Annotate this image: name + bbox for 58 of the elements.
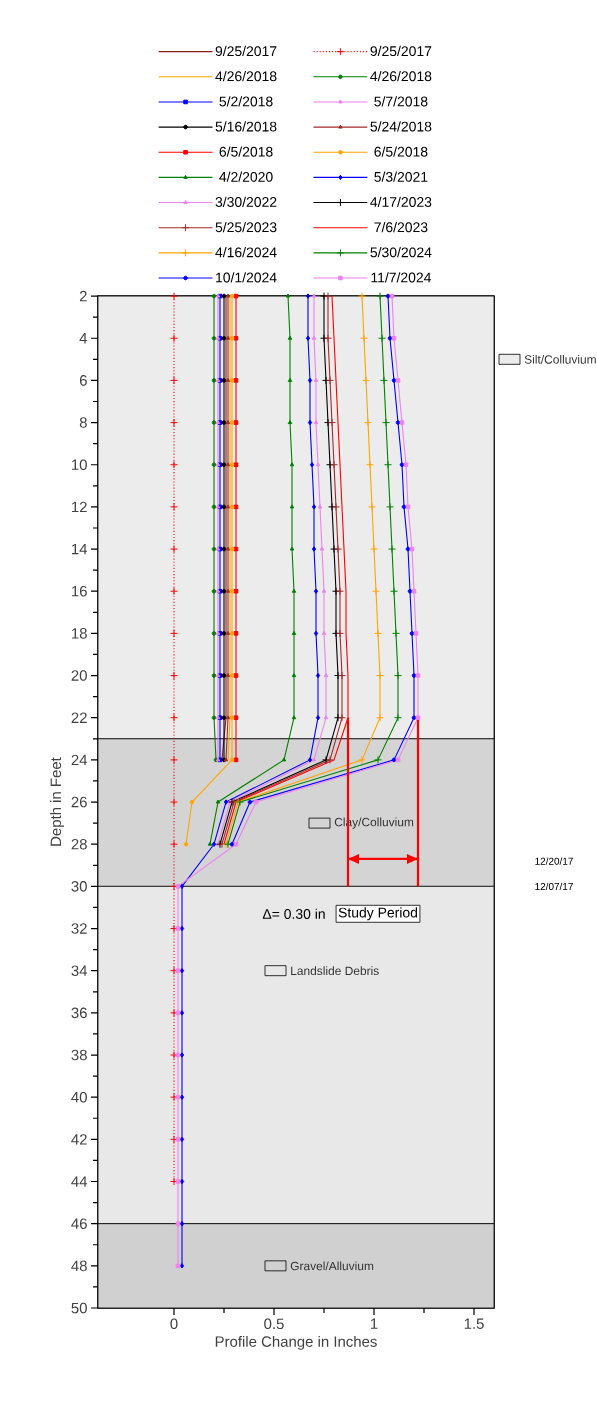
y-tick-label: 24 xyxy=(71,754,88,766)
legend-label: 5/2/2018 xyxy=(219,96,273,107)
y-tick-label: 42 xyxy=(71,1134,87,1145)
x-tick-label: 1 xyxy=(370,1318,378,1329)
y-tick-label: 16 xyxy=(72,585,87,597)
legend-label: 6/5/2018 xyxy=(219,146,273,157)
y-tick-label: 2 xyxy=(79,290,87,302)
legend-label: 5/16/2018 xyxy=(215,121,277,132)
legend-label: 10/1/2024 xyxy=(216,272,277,283)
y-tick-label: 20 xyxy=(71,670,87,681)
legend-label: 5/3/2021 xyxy=(374,171,428,182)
y-tick-label: 10 xyxy=(72,459,87,471)
x-tick-label: 1.5 xyxy=(464,1318,484,1329)
y-tick-label: 44 xyxy=(71,1176,88,1187)
band-label: Landslide Debris xyxy=(291,966,379,976)
y-tick-label: 8 xyxy=(79,417,87,428)
legend-label: 4/2/2020 xyxy=(219,171,273,182)
legend-label: 4/26/2018 xyxy=(370,70,432,82)
text: 12/20/17 xyxy=(535,857,573,865)
y-tick-label: 6 xyxy=(79,375,87,386)
band-label: Silt/Colluvium xyxy=(524,354,596,364)
text: 12/07/17 xyxy=(535,882,573,891)
y-tick-label: 36 xyxy=(71,1007,87,1019)
legend-label: 3/30/2022 xyxy=(215,196,277,207)
legend-label: 9/25/2017 xyxy=(370,45,432,57)
annotation: Study Period xyxy=(338,907,418,921)
y-tick-label: 34 xyxy=(71,965,88,976)
y-tick-label: 50 xyxy=(71,1302,87,1314)
y-tick-label: 22 xyxy=(71,712,87,723)
x-tick-label: 0 xyxy=(170,1318,178,1330)
y-tick-label: 32 xyxy=(71,923,87,934)
band-label: Gravel/Alluvium xyxy=(290,1261,374,1271)
y-tick-label: 30 xyxy=(71,881,87,892)
legend-label: 5/24/2018 xyxy=(370,121,432,132)
y-tick-label: 14 xyxy=(72,543,88,555)
y-tick-label: 46 xyxy=(71,1218,87,1229)
y-axis-title: Depth in Feet xyxy=(50,757,65,846)
y-tick-label: 4 xyxy=(79,333,88,344)
legend-label: 11/7/2024 xyxy=(371,272,431,283)
legend-label: 4/17/2023 xyxy=(370,196,432,207)
legend-label: 4/16/2024 xyxy=(215,247,277,258)
legend-label: 5/25/2023 xyxy=(215,221,277,233)
y-tick-label: 28 xyxy=(71,838,87,850)
y-tick-label: 40 xyxy=(71,1091,87,1103)
legend-label: 7/6/2023 xyxy=(374,221,428,233)
annotation: Δ= 0.30 in xyxy=(262,908,325,919)
legend-label: 5/30/2024 xyxy=(370,247,432,258)
y-tick-label: 12 xyxy=(72,501,87,513)
y-tick-label: 26 xyxy=(71,796,87,808)
x-axis-title: Profile Change in Inches xyxy=(215,1335,377,1350)
legend-label: 6/5/2018 xyxy=(374,146,428,157)
x-tick-label: 0.5 xyxy=(264,1318,284,1330)
y-tick-label: 18 xyxy=(72,628,87,639)
y-tick-label: 48 xyxy=(71,1260,87,1272)
y-tick-label: 38 xyxy=(71,1049,87,1061)
legend-label: 4/26/2018 xyxy=(215,70,277,82)
legend-label: 9/25/2017 xyxy=(215,45,277,57)
legend-label: 5/7/2018 xyxy=(374,96,428,107)
